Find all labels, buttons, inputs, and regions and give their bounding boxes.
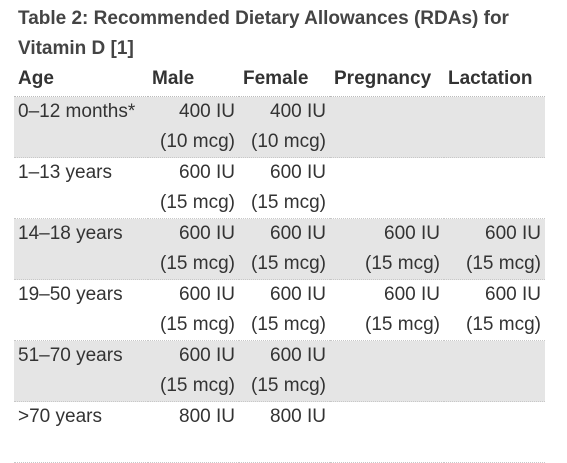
age-cell: 19–50 years <box>14 279 148 341</box>
pregnancy-cell: 600 IU (15 mcg) <box>330 279 444 341</box>
table-row: 19–50 years 600 IU (15 mcg) 600 IU (15 mcg… <box>14 279 545 341</box>
male-cell: 600 IU (15 mcg) <box>148 340 239 402</box>
male-cell: 800 IU <box>148 401 239 463</box>
lactation-cell <box>444 157 545 219</box>
header-female: Female <box>239 63 330 97</box>
female-cell: 600 IU (15 mcg) <box>239 157 330 219</box>
table-row: 1–13 years 600 IU (15 mcg) 600 IU (15 mcg) <box>14 157 545 219</box>
pregnancy-cell <box>330 96 444 158</box>
lactation-cell: 600 IU (15 mcg) <box>444 279 545 341</box>
header-age: Age <box>14 63 148 97</box>
header-row: Age Male Female Pregnancy Lactation <box>14 63 545 97</box>
header-lactation: Lactation <box>444 63 545 97</box>
age-cell: 14–18 years <box>14 218 148 280</box>
age-cell: 1–13 years <box>14 157 148 219</box>
pregnancy-cell <box>330 340 444 402</box>
female-cell: 400 IU (10 mcg) <box>239 96 330 158</box>
lactation-cell <box>444 401 545 463</box>
pregnancy-cell: 600 IU (15 mcg) <box>330 218 444 280</box>
lactation-cell: 600 IU (15 mcg) <box>444 218 545 280</box>
table-caption: Table 2: Recommended Dietary Allowances … <box>18 8 509 59</box>
female-cell: 600 IU (15 mcg) <box>239 279 330 341</box>
table-row: 0–12 months* 400 IU (10 mcg) 400 IU (10 mc… <box>14 96 545 158</box>
age-cell: 0–12 months* <box>14 96 148 158</box>
male-cell: 600 IU (15 mcg) <box>148 279 239 341</box>
table-row: 14–18 years 600 IU (15 mcg) 600 IU (15 mcg… <box>14 218 545 280</box>
lactation-cell <box>444 96 545 158</box>
pregnancy-cell <box>330 157 444 219</box>
age-cell: >70 years <box>14 401 148 463</box>
header-male: Male <box>148 63 239 97</box>
rda-table: Age Male Female Pregnancy Lactation 0–12… <box>14 63 545 463</box>
female-cell: 800 IU <box>239 401 330 463</box>
pregnancy-cell <box>330 401 444 463</box>
table-row: >70 years 800 IU 800 IU <box>14 401 545 463</box>
header-pregnancy: Pregnancy <box>330 63 444 97</box>
female-cell: 600 IU (15 mcg) <box>239 218 330 280</box>
male-cell: 400 IU (10 mcg) <box>148 96 239 158</box>
table-row: 51–70 years 600 IU (15 mcg) 600 IU (15 mcg… <box>14 340 545 402</box>
female-cell: 600 IU (15 mcg) <box>239 340 330 402</box>
age-cell: 51–70 years <box>14 340 148 402</box>
lactation-cell <box>444 340 545 402</box>
male-cell: 600 IU (15 mcg) <box>148 218 239 280</box>
male-cell: 600 IU (15 mcg) <box>148 157 239 219</box>
